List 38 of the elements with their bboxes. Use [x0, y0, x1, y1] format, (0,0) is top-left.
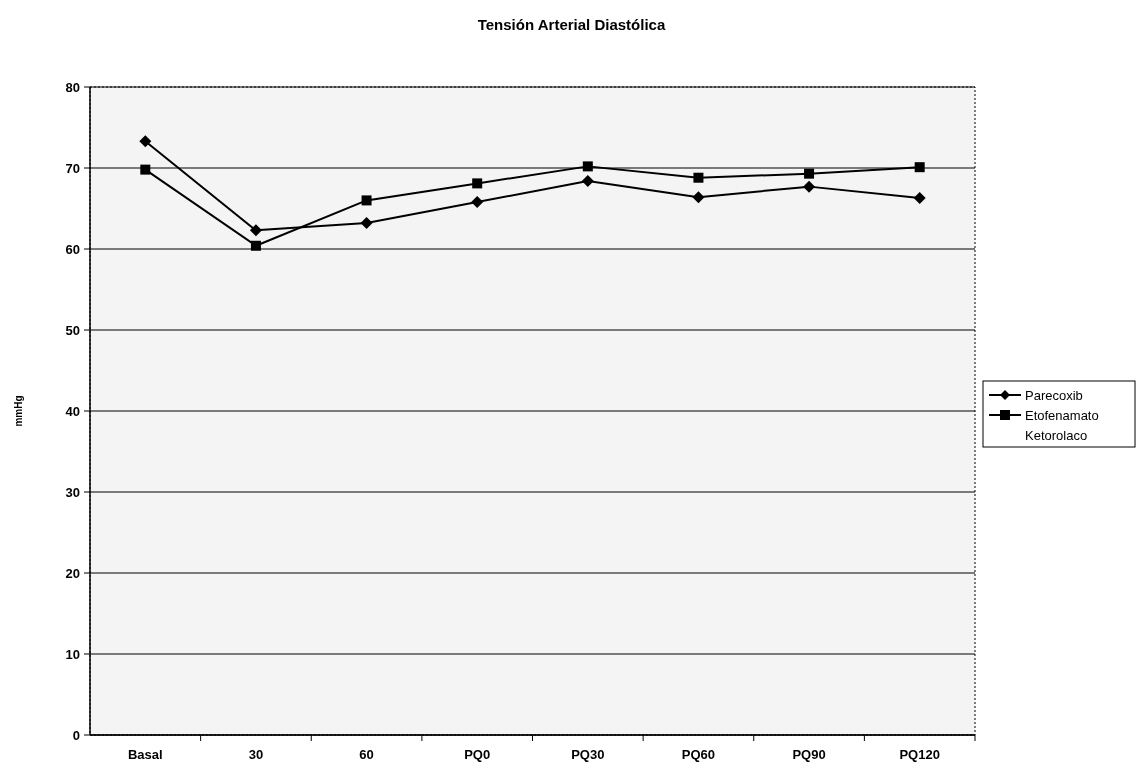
x-tick-label: 60	[359, 747, 374, 762]
point	[472, 178, 483, 189]
x-tick-label: PQ0	[464, 747, 491, 762]
point	[804, 168, 815, 179]
point	[582, 161, 593, 172]
y-tick-label: 80	[65, 79, 80, 95]
text: Ketorolaco	[1025, 427, 1088, 443]
x-tick-label: 30	[248, 747, 264, 762]
point	[140, 164, 151, 175]
x-tick-label: PQ60	[681, 747, 716, 762]
point	[360, 217, 373, 230]
x-tick-label: PQ120	[899, 747, 940, 762]
y-tick-label: 10	[65, 646, 80, 662]
chart-title: Tensión Arterial Diastólica	[477, 16, 666, 33]
point	[581, 174, 594, 187]
point	[693, 172, 704, 183]
y-tick-label: 70	[65, 160, 80, 176]
point	[914, 162, 925, 173]
point	[250, 240, 261, 251]
x-tick-label: PQ90	[792, 747, 826, 762]
point	[139, 135, 152, 148]
legend-label: Parecoxib	[1025, 387, 1083, 403]
y-tick-label: 60	[65, 241, 80, 257]
point	[913, 191, 926, 204]
point	[692, 191, 705, 204]
x-tick-label: PQ30	[571, 747, 605, 762]
point	[471, 196, 484, 209]
x-tick-label: Basal	[127, 747, 163, 762]
y-tick-label: 30	[65, 484, 80, 500]
y-tick-label: 50	[65, 322, 80, 338]
y-axis-title: mmHg	[13, 395, 24, 427]
y-tick-label: 40	[65, 403, 80, 419]
point	[249, 224, 262, 237]
point	[361, 195, 372, 206]
legend-label: Etofenamato	[1025, 407, 1099, 423]
point	[803, 180, 816, 193]
y-tick-label: 0	[72, 727, 80, 743]
y-tick-label: 20	[65, 565, 80, 581]
